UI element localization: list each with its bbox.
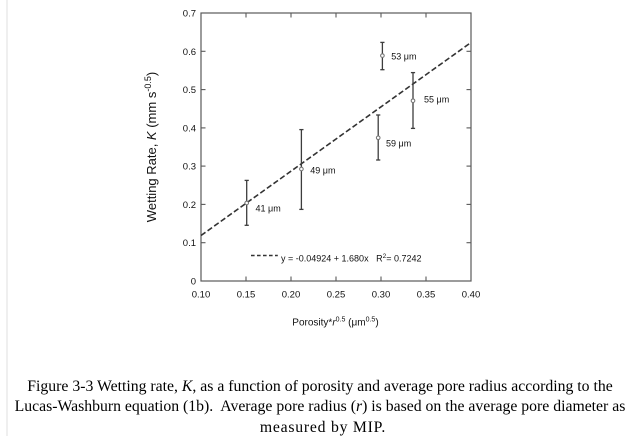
- svg-text:0.20: 0.20: [282, 289, 301, 300]
- svg-text:0.4: 0.4: [183, 123, 196, 134]
- svg-text:0.6: 0.6: [183, 47, 196, 58]
- svg-text:0.7: 0.7: [183, 9, 196, 20]
- svg-text:0.10: 0.10: [192, 289, 211, 300]
- svg-text:53 μm: 53 μm: [391, 51, 416, 61]
- svg-text:55 μm: 55 μm: [424, 94, 449, 104]
- svg-text:0.30: 0.30: [372, 289, 391, 300]
- svg-text:0.5: 0.5: [183, 85, 196, 96]
- svg-text:0.2: 0.2: [183, 200, 196, 211]
- svg-text:Porosity*r0.5 (μm0.5): Porosity*r0.5 (μm0.5): [292, 317, 378, 329]
- svg-text:Wetting Rate, K (mm s-0.5): Wetting Rate, K (mm s-0.5): [143, 72, 159, 222]
- svg-text:49 μm: 49 μm: [310, 165, 335, 175]
- svg-text:59 μm: 59 μm: [386, 138, 411, 148]
- svg-text:0.40: 0.40: [462, 289, 481, 300]
- svg-text:0.1: 0.1: [183, 238, 196, 249]
- svg-text:0.35: 0.35: [417, 289, 436, 300]
- svg-text:y = -0.04924 + 1.680x R2= 0.: y = -0.04924 + 1.680x R2= 0.7242: [281, 253, 422, 263]
- svg-text:0.15: 0.15: [237, 289, 256, 300]
- svg-text:0.3: 0.3: [183, 162, 196, 173]
- svg-text:41 μm: 41 μm: [256, 204, 281, 214]
- svg-text:0: 0: [191, 277, 196, 288]
- svg-text:0.25: 0.25: [327, 289, 346, 300]
